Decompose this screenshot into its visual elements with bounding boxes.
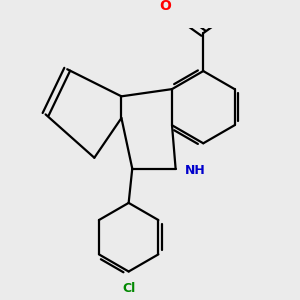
Text: O: O [159,0,171,13]
Text: NH: NH [184,164,206,177]
Text: Cl: Cl [122,282,135,296]
